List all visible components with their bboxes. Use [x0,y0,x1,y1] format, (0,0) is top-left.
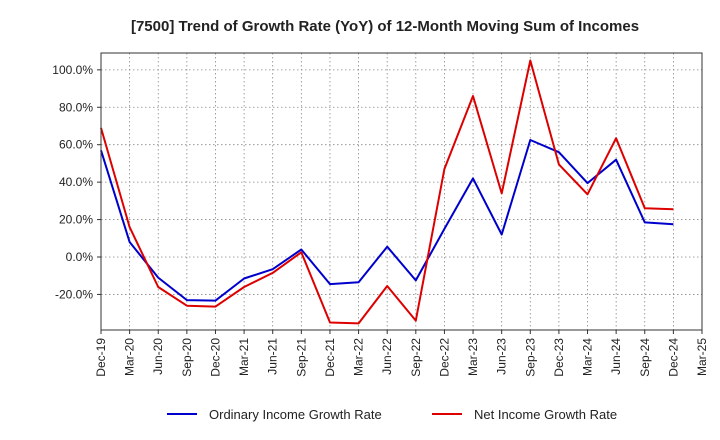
x-tick-label: Sep-21 [294,338,308,377]
x-tick-label: Dec-19 [94,338,108,377]
x-tick-label: Mar-24 [581,338,595,376]
series-line [100,59,674,325]
y-tick-label: 0.0% [66,250,94,264]
y-tick-label: -20.0% [55,287,93,301]
x-tick-label: Sep-24 [638,338,652,377]
x-tick-label: Jun-20 [151,338,165,375]
plot-frame [100,52,703,331]
series-line [100,139,674,302]
y-tick-label: 80.0% [59,100,93,114]
x-tick-label: Dec-21 [323,338,337,377]
y-tick-label: 40.0% [59,175,93,189]
x-tick-label: Mar-22 [352,338,366,376]
x-tick-label: Sep-20 [180,338,194,377]
x-tick-label: Mar-21 [237,338,251,376]
y-tick-label: 100.0% [52,63,93,77]
x-tick-label: Sep-23 [523,338,537,377]
legend: Ordinary Income Growth Rate Net Income Gr… [167,407,617,422]
x-tick-label: Jun-23 [495,338,509,375]
y-axis-ticks: -20.0% 0.0% 20.0% 40.0% 60.0% 80.0% 100.0% [52,63,101,301]
y-tick-label: 20.0% [59,213,93,227]
x-tick-label: Dec-22 [437,338,451,377]
x-tick-label: Mar-20 [123,338,137,376]
x-tick-label: Dec-20 [208,338,222,377]
x-tick-label: Dec-24 [666,338,680,377]
x-tick-label: Dec-23 [552,338,566,377]
x-tick-label: Sep-22 [409,338,423,377]
legend-label: Net Income Growth Rate [474,407,617,422]
x-tick-label: Jun-21 [266,338,280,375]
chart-title: [7500] Trend of Growth Rate (YoY) of 12-… [131,18,639,35]
grid [101,53,702,330]
x-tick-label: Jun-24 [609,338,623,375]
y-tick-label: 60.0% [59,138,93,152]
x-axis-ticks: Dec-19 Mar-20 Jun-20 Sep-20 Dec-20 Mar-21 Jun-… [94,330,709,377]
x-tick-label: Jun-22 [380,338,394,375]
x-tick-label: Mar-23 [466,338,480,376]
x-tick-label: Mar-25 [695,338,709,376]
legend-label: Ordinary Income Growth Rate [209,407,382,422]
series-lines [100,59,674,325]
